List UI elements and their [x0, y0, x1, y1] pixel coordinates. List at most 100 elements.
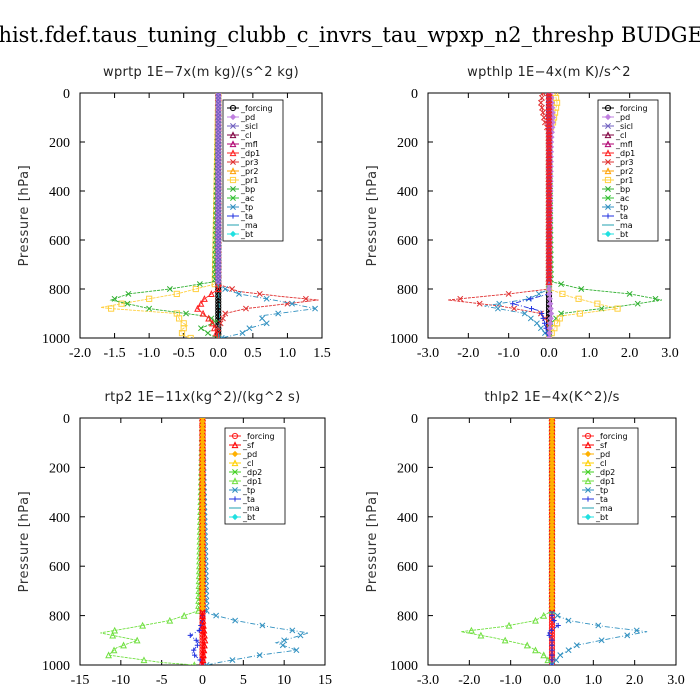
legend-marker [604, 131, 612, 139]
series-marker-pr3 [538, 104, 545, 111]
series-marker-tp [229, 657, 236, 664]
y-tick-label: 800 [49, 610, 70, 625]
zero-column-marker [545, 212, 553, 220]
zero-column-marker [545, 175, 553, 182]
x-tick-label: 15 [318, 673, 332, 688]
series-marker-forcing [215, 304, 222, 311]
zero-column-marker [545, 250, 553, 258]
zero-column-marker [545, 205, 553, 213]
legend-marker [584, 477, 592, 485]
legend-marker [231, 450, 239, 458]
plot-area [100, 93, 319, 338]
legend-label: _pr2 [615, 167, 633, 176]
series-marker-dp1 [110, 646, 118, 654]
series-marker-tp [521, 310, 528, 317]
series-marker-tp [554, 612, 561, 619]
legend-marker [232, 496, 238, 502]
y-tick-label: 400 [49, 511, 70, 526]
series-line-tp [484, 93, 550, 338]
series-marker-tp [595, 622, 602, 629]
y-tick-label: 600 [49, 560, 70, 575]
legend-label: _bt [615, 230, 628, 239]
zero-column-marker [545, 120, 553, 127]
y-axis-label: Pressure [hPa] [17, 165, 32, 267]
series-marker-pr3 [256, 290, 263, 297]
series-marker-forcing [215, 316, 222, 323]
panel-title: wpthlp 1E−4x(m K)/s^2 [467, 65, 631, 80]
series-marker-tp [279, 642, 286, 649]
series-marker-pr1 [146, 295, 153, 302]
legend-marker [585, 496, 591, 502]
legend-label: _forcing [240, 104, 273, 113]
zero-column-marker [545, 260, 553, 268]
legend-label: _dp1 [242, 477, 262, 486]
legend-label: _ac [240, 194, 254, 203]
legend-label: _dp1 [240, 149, 260, 158]
series-marker-pr1 [576, 310, 584, 317]
panel-thlp2: thlp2 1E−4x(K^2)/s -3.0 -2.0 -1.0 0.0 1.0 2.0 3… [365, 390, 685, 688]
series-marker-bp [198, 325, 204, 332]
series-marker-tp [218, 335, 225, 338]
legend-label: _ma [240, 221, 258, 230]
plot-area [461, 418, 648, 665]
series-marker-dp1 [109, 631, 117, 639]
legend-marker [230, 204, 236, 210]
x-tick-label: 1.5 [313, 346, 331, 361]
x-tick-label: -1.0 [500, 673, 522, 688]
series-marker-tp [573, 642, 580, 649]
series-marker-pr3 [229, 286, 236, 292]
x-tick-label: 1.0 [581, 346, 599, 361]
series-marker-dp1 [532, 646, 539, 654]
series-marker-bp [626, 290, 633, 297]
series-marker-tp [263, 295, 270, 302]
series-marker-dp1 [532, 616, 539, 624]
y-tick-label: 800 [397, 610, 418, 625]
series-marker-dp1 [501, 636, 509, 644]
zero-column-marker [545, 247, 553, 254]
zero-column-marker [545, 161, 553, 169]
series-marker-ta [549, 613, 555, 619]
series-marker-bp [553, 315, 560, 322]
series-marker-dp1 [133, 636, 141, 644]
legend-marker [229, 149, 237, 157]
legend-label: _pr3 [240, 158, 258, 167]
y-tick-label: 400 [49, 185, 70, 200]
series-marker-pr1 [108, 305, 115, 312]
zero-column-marker [545, 137, 553, 145]
series-marker-bp [204, 330, 211, 337]
legend-marker [229, 113, 237, 121]
legend-marker [231, 477, 239, 485]
legend-label: _sf [595, 441, 607, 450]
zero-column-marker [545, 171, 553, 179]
zero-column-marker [545, 151, 553, 158]
legend-marker [230, 213, 236, 219]
legend-marker [584, 432, 592, 440]
series-marker-dp1 [201, 295, 208, 302]
zero-column-marker [545, 277, 553, 285]
series-marker-dp1 [111, 626, 119, 634]
zero-column-marker [545, 96, 553, 103]
series-marker-pd [545, 334, 553, 338]
legend-label: _pr2 [240, 167, 258, 176]
legend-label: _dp2 [242, 468, 262, 477]
legend-marker [605, 186, 611, 192]
legend-label: _cl [595, 459, 607, 468]
legend-label: _dp1 [615, 149, 635, 158]
x-tick-label: 2.0 [621, 346, 639, 361]
panel-wprtp: wprtp 1E−7x(m kg)/(s^2 kg) -2.0 -1.5 -1.0 -0… [17, 65, 331, 361]
legend-label: _cl [615, 131, 627, 140]
zero-column-marker [545, 188, 553, 196]
series-marker-tp [256, 652, 263, 659]
legend-label: _pd [240, 113, 255, 122]
legend-marker [231, 441, 239, 449]
series-marker-ta [192, 652, 198, 658]
series-marker-ta [546, 632, 552, 638]
series-marker-ta [194, 642, 200, 648]
y-tick-label: 600 [397, 560, 418, 575]
legend-marker [229, 131, 237, 139]
series-marker-pr3 [219, 315, 226, 322]
y-tick-label: 200 [49, 461, 70, 476]
zero-column-marker [545, 243, 553, 251]
series-marker-pr3 [242, 305, 249, 312]
zero-column-marker [548, 605, 556, 612]
